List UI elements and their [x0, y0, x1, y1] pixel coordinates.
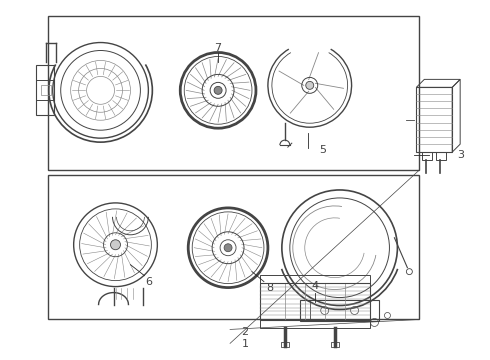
Bar	[436, 152, 446, 160]
Text: 6: 6	[145, 276, 152, 287]
Text: 4: 4	[311, 280, 318, 291]
Bar	[260, 283, 369, 320]
Circle shape	[306, 81, 314, 89]
Bar	[300, 300, 379, 321]
Bar	[48, 175, 419, 319]
Bar	[416, 87, 452, 152]
Text: 2: 2	[242, 327, 248, 337]
Bar	[48, 15, 419, 170]
Circle shape	[224, 244, 232, 252]
Circle shape	[214, 86, 222, 94]
Text: 1: 1	[242, 339, 248, 349]
Bar	[281, 342, 289, 347]
Circle shape	[111, 240, 121, 250]
Text: 8: 8	[267, 283, 273, 293]
Bar	[260, 320, 369, 328]
Text: 5: 5	[319, 145, 326, 155]
Bar	[422, 152, 432, 160]
Bar	[36, 66, 54, 115]
Bar	[260, 275, 369, 283]
Bar	[41, 85, 51, 95]
Text: 3: 3	[458, 150, 465, 160]
Text: 7: 7	[215, 42, 221, 53]
Bar	[331, 342, 339, 347]
